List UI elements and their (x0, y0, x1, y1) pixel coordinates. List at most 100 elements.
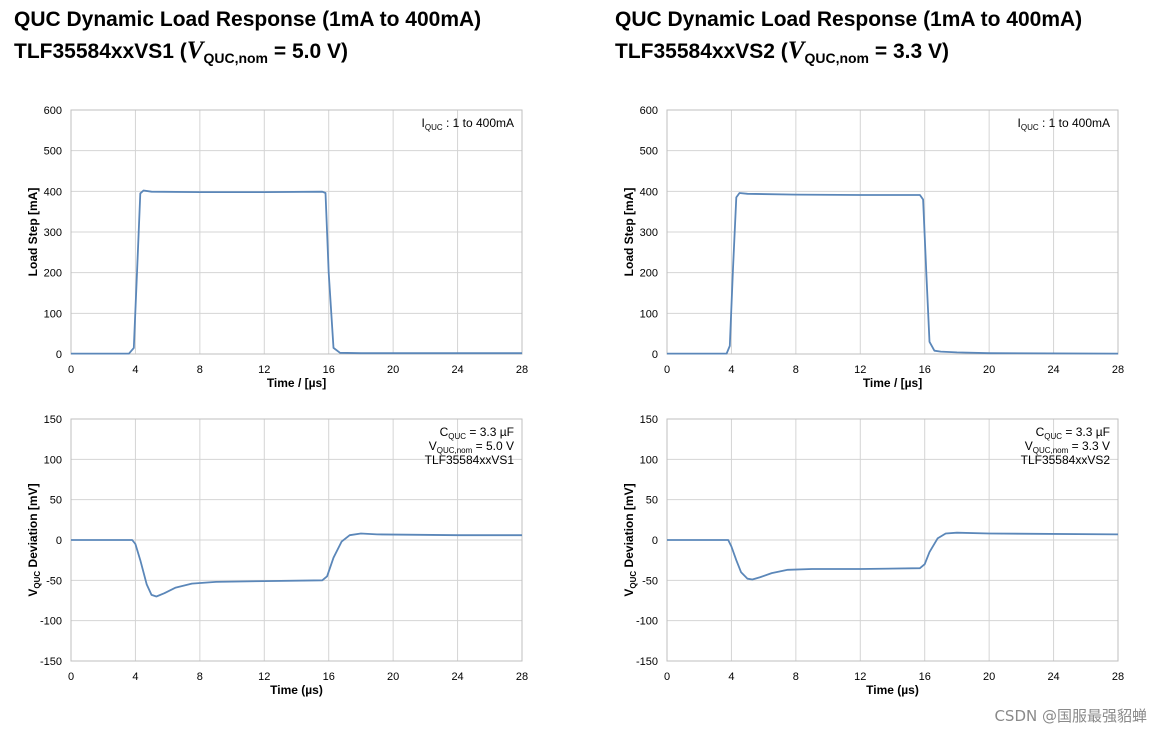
title-line2-left: TLF35584xxVS1 (VQUC,nom = 5.0 V) (14, 37, 348, 66)
title-line1-right: QUC Dynamic Load Response (1mA to 400mA) (615, 8, 1083, 31)
y-axis-label-sub: QUC (629, 571, 638, 589)
y-tick-label: 300 (44, 227, 62, 239)
x-tick-label: 20 (387, 364, 399, 376)
title-tail-left: = 5.0 V) (268, 40, 348, 63)
x-tick-label: 8 (197, 671, 203, 683)
series-line (71, 532, 522, 598)
x-axis-label: Time (µs) (866, 683, 919, 697)
annotation-sub: QUC (425, 123, 443, 132)
title-line2-right: TLF35584xxVS2 (VQUC,nom = 3.3 V) (615, 37, 949, 66)
annotation-rest: = 3.3 µF (1062, 425, 1110, 439)
annotation-main: C (1036, 425, 1045, 439)
chart-load-right: 0 4 8 12 16 20 24 28 0 100 200 300 400 500 600 Time / [… (622, 105, 1124, 390)
y-tick-label: 200 (640, 268, 658, 280)
x-axis-label: Time (µs) (270, 683, 323, 697)
y-axis-label-rest: Deviation [mV] (622, 483, 636, 570)
x-tick-label: 24 (1047, 671, 1059, 683)
x-tick-label: 28 (516, 671, 528, 683)
x-tick-label: 8 (793, 364, 799, 376)
y-axis-label: VQUC Deviation [mV] (622, 483, 638, 596)
annotation-text: VQUC,nom = 3.3 V (1025, 439, 1110, 455)
x-tick-label: 16 (919, 364, 931, 376)
x-tick-label: 12 (258, 671, 270, 683)
annotation-main: V (1025, 439, 1033, 453)
annotation-rest: TLF35584xxVS1 (425, 453, 515, 467)
x-tick-label: 8 (197, 364, 203, 376)
annotation-main: I (1018, 116, 1021, 130)
y-tick-label: -100 (636, 616, 658, 628)
annotation-main: V (429, 439, 437, 453)
annotation-text: IQUC : 1 to 400mA (422, 116, 515, 132)
y-tick-label: 600 (44, 105, 62, 117)
series-line (71, 189, 522, 355)
y-axis-label-main: V (622, 589, 636, 597)
annotation-text: TLF35584xxVS1 (425, 453, 515, 467)
x-tick-label: 28 (1112, 671, 1124, 683)
plot-frame (70, 109, 523, 355)
annotation-text: VQUC,nom = 5.0 V (429, 439, 514, 455)
y-tick-label: 150 (640, 414, 658, 426)
y-tick-label: -50 (46, 575, 62, 587)
annotation-rest: : 1 to 400mA (443, 116, 514, 130)
title-part-left: TLF35584xxVS1 (14, 40, 174, 63)
y-tick-label: 300 (640, 227, 658, 239)
y-tick-label: 100 (44, 308, 62, 320)
y-tick-label: 50 (646, 495, 658, 507)
y-tick-label: 150 (44, 414, 62, 426)
annotation-rest: : 1 to 400mA (1039, 116, 1110, 130)
y-tick-label: -100 (40, 616, 62, 628)
annotation-rest: TLF35584xxVS2 (1021, 453, 1111, 467)
y-tick-label: 50 (50, 495, 62, 507)
y-axis-label-main: V (26, 589, 40, 597)
x-tick-label: 0 (664, 671, 670, 683)
y-tick-label: 500 (640, 146, 658, 158)
x-tick-label: 0 (68, 364, 74, 376)
x-tick-label: 20 (983, 671, 995, 683)
y-axis-label: Load Step [mA] (622, 188, 636, 277)
title-sub-right: QUC,nom (804, 50, 870, 66)
title-symbol-right: V (787, 37, 805, 64)
x-axis-label: Time / [µs] (267, 376, 326, 390)
x-tick-label: 24 (1047, 364, 1059, 376)
y-tick-label: 500 (44, 146, 62, 158)
annotation-text: CQUC = 3.3 µF (1036, 425, 1110, 441)
annotation-text: CQUC = 3.3 µF (440, 425, 514, 441)
title-sub-left: QUC,nom (203, 50, 269, 66)
x-tick-label: 20 (983, 364, 995, 376)
x-tick-label: 12 (258, 364, 270, 376)
chart-dev-left: 0 4 8 12 16 20 24 28 -150 -100 -50 0 50 100 150 Time (µ… (26, 414, 528, 697)
chart-load-left: 0 4 8 12 16 20 24 28 0 100 200 300 400 500 600 Time / [… (26, 105, 528, 390)
y-tick-label: 0 (56, 349, 62, 361)
y-tick-label: -150 (40, 656, 62, 668)
y-axis-label-sub: QUC (33, 571, 42, 589)
annotation-text: IQUC : 1 to 400mA (1018, 116, 1111, 132)
y-tick-label: 100 (640, 308, 658, 320)
y-tick-label: 400 (640, 186, 658, 198)
x-tick-label: 0 (68, 671, 74, 683)
x-tick-label: 4 (132, 671, 138, 683)
x-tick-label: 24 (451, 671, 463, 683)
x-tick-label: 20 (387, 671, 399, 683)
x-axis-label: Time / [µs] (863, 376, 922, 390)
annotation-rest: = 5.0 V (472, 439, 514, 453)
y-tick-label: 200 (44, 268, 62, 280)
y-tick-label: 400 (44, 186, 62, 198)
y-tick-label: -150 (636, 656, 658, 668)
annotation-rest: = 3.3 µF (466, 425, 514, 439)
annotation-main: I (422, 116, 425, 130)
chart-title-left: QUC Dynamic Load Response (1mA to 400mA)… (14, 4, 481, 74)
annotation-sub: QUC (1021, 123, 1039, 132)
y-tick-label: 100 (44, 454, 62, 466)
y-tick-label: -50 (642, 575, 658, 587)
x-tick-label: 0 (664, 364, 670, 376)
y-tick-label: 0 (652, 349, 658, 361)
title-tail-right: = 3.3 V) (869, 40, 949, 63)
y-tick-label: 0 (56, 535, 62, 547)
series-line (667, 192, 1119, 355)
x-tick-label: 12 (854, 671, 866, 683)
plot-frame (666, 109, 1119, 355)
y-axis-label: VQUC Deviation [mV] (26, 483, 42, 596)
annotation-rest: = 3.3 V (1068, 439, 1110, 453)
x-tick-label: 16 (323, 364, 335, 376)
x-tick-label: 8 (793, 671, 799, 683)
